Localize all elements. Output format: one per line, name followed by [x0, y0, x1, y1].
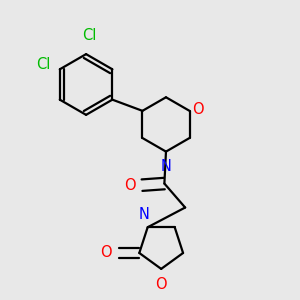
Text: O: O — [155, 277, 167, 292]
Text: O: O — [124, 178, 136, 193]
Text: O: O — [192, 102, 203, 117]
Text: O: O — [100, 245, 112, 260]
Text: N: N — [160, 159, 171, 174]
Text: Cl: Cl — [36, 57, 50, 72]
Text: Cl: Cl — [82, 28, 97, 43]
Text: N: N — [139, 208, 150, 223]
